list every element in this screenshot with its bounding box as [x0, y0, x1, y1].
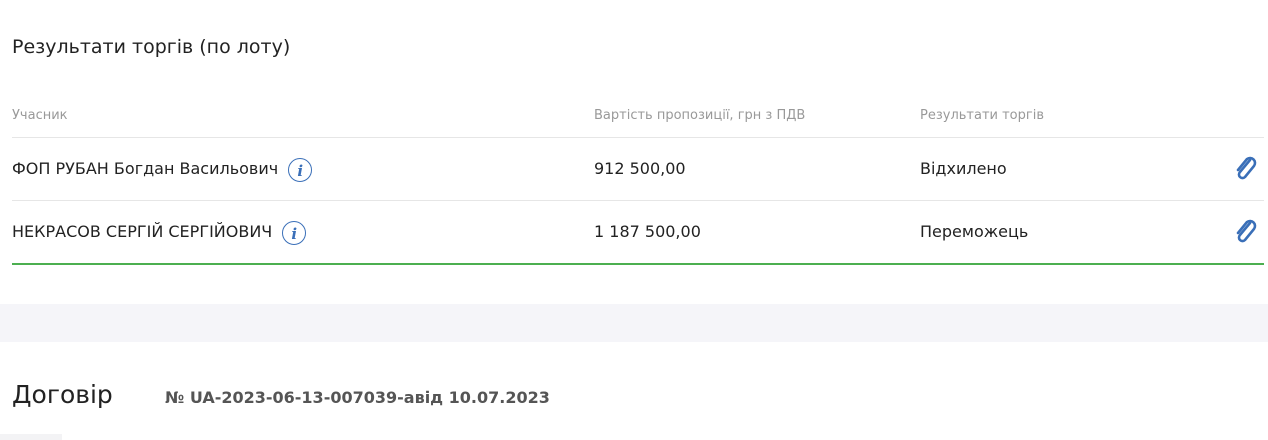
section-title: Результати торгів (по лоту) [12, 36, 291, 58]
participant-name: НЕКРАСОВ СЕРГІЙ СЕРГІЙОВИЧ [12, 222, 273, 241]
result-status: Переможець [920, 222, 1029, 241]
tab-stub [0, 434, 62, 440]
contract-title: Договір [12, 380, 113, 409]
column-header-participant: Учасник [12, 108, 68, 123]
result-status: Відхилено [920, 159, 1007, 178]
info-icon[interactable]: i [288, 157, 313, 182]
paperclip-icon[interactable] [1234, 156, 1258, 182]
winner-divider [12, 263, 1264, 265]
column-header-result: Результати торгів [920, 108, 1044, 123]
table-row: НЕКРАСОВ СЕРГІЙ СЕРГІЙОВИЧ i 1 187 500,00… [12, 200, 1264, 264]
column-header-price: Вартість пропозиції, грн з ПДВ [594, 108, 806, 123]
price: 912 500,00 [594, 159, 686, 178]
info-icon[interactable]: i [282, 220, 307, 245]
contract-number: № UA-2023-06-13-007039-aвід 10.07.2023 [165, 388, 550, 407]
price: 1 187 500,00 [594, 222, 701, 241]
paperclip-icon[interactable] [1234, 219, 1258, 245]
table-row: ФОП РУБАН Богдан Васильович i 912 500,00 … [12, 137, 1264, 200]
section-separator [0, 304, 1268, 342]
participant-name: ФОП РУБАН Богдан Васильович [12, 159, 279, 178]
